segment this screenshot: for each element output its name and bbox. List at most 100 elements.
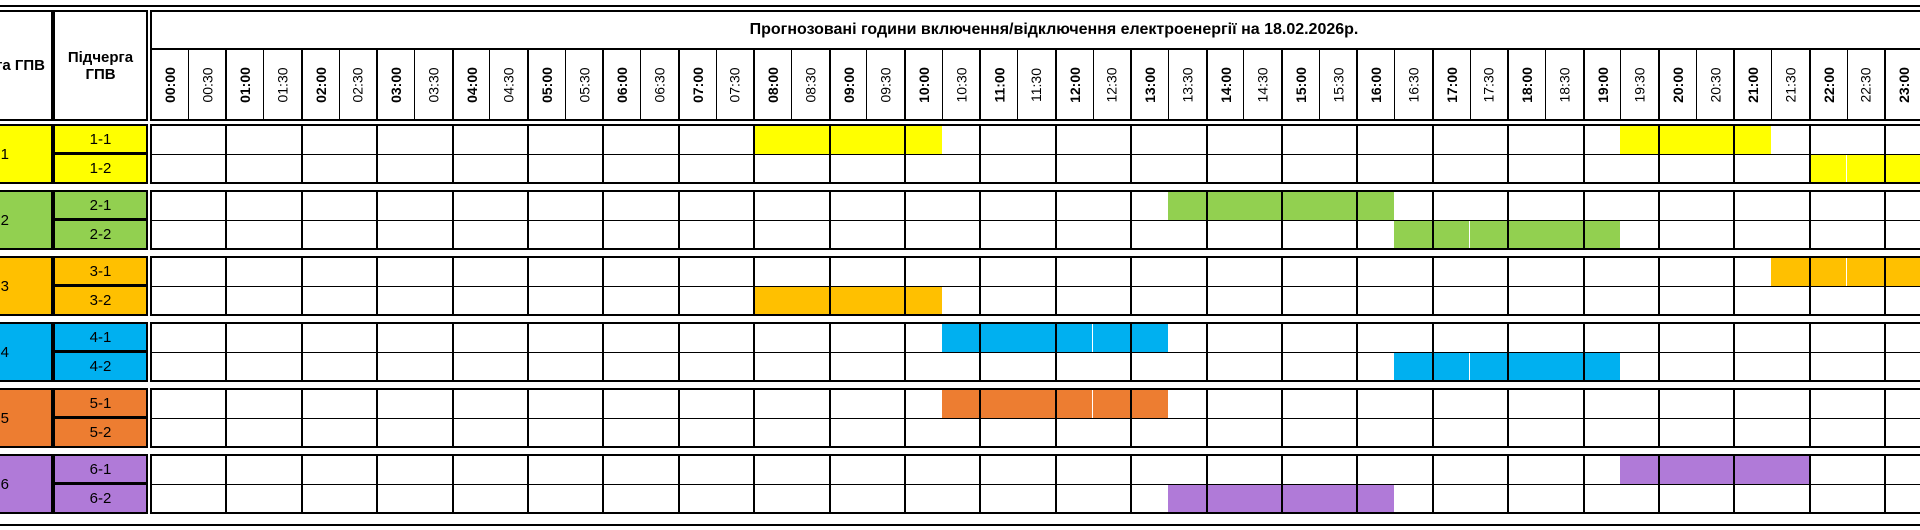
schedule-slot [1884,485,1920,512]
schedule-slot [300,155,339,182]
schedule-slot [1281,390,1319,418]
schedule-slot [1733,419,1771,446]
schedule-slot [300,456,339,484]
schedule-slot [716,258,754,286]
schedule-slot [1545,485,1583,512]
time-tick-label: 03:00 [388,67,405,103]
schedule-slot [753,221,791,248]
schedule-slot [791,485,829,512]
schedule-slot [1847,324,1885,352]
schedule-slot [1431,324,1470,352]
schedule-slot [225,287,263,314]
time-tick: 02:00 [300,50,339,120]
schedule-slot [904,390,942,418]
schedule-slot [677,419,716,446]
schedule-slot [1620,192,1658,220]
outage-slot [1544,221,1583,248]
schedule-slot [1658,353,1696,380]
time-tick-label: 21:00 [1745,67,1762,103]
schedule-row [150,154,1920,184]
schedule-slot [150,192,188,220]
outage-slot [1808,258,1847,286]
outage-slot [1356,485,1395,512]
schedule-slot [225,324,263,352]
schedule-slot [1243,419,1281,446]
schedule-slot [527,390,565,418]
time-tick-label: 22:30 [1857,67,1874,103]
schedule-slot [904,485,942,512]
schedule-slot [451,324,490,352]
schedule-slot [904,456,942,484]
schedule-slot [791,456,829,484]
schedule-slot [1620,419,1658,446]
schedule-slot [677,192,716,220]
schedule-slot [602,192,640,220]
schedule-slot [1582,287,1621,314]
time-tick: 14:00 [1205,50,1244,120]
outage-slot [1205,485,1244,512]
schedule-slot [677,258,716,286]
schedule-slot [339,155,377,182]
schedule-slot [1017,126,1055,154]
outage-slot [1054,390,1093,418]
schedule-slot [1658,485,1696,512]
schedule-slot [1205,390,1244,418]
schedule-slot [753,419,791,446]
time-tick: 06:00 [602,50,640,120]
schedule-slot [1243,155,1281,182]
subqueue-label-1-2: 1-2 [53,154,148,184]
schedule-slot [1696,485,1734,512]
schedule-title: Прогнозовані години включення/відключенн… [150,12,1920,48]
schedule-slot [1394,155,1432,182]
time-tick: 17:30 [1469,50,1508,120]
queue-label-3: 3 [0,256,53,316]
schedule-slot [1470,390,1508,418]
schedule-slot [1431,126,1470,154]
schedule-slot [150,221,188,248]
schedule-slot [1093,353,1131,380]
time-tick-label: 03:30 [425,67,442,103]
outage-slot [1243,192,1281,220]
schedule-slot [1507,390,1545,418]
time-tick-label: 16:30 [1405,67,1422,103]
outage-slot [1582,221,1621,248]
schedule-slot [225,419,263,446]
schedule-slot [376,353,414,380]
schedule-slot [339,324,377,352]
schedule-slot [1130,287,1168,314]
schedule-row [150,418,1920,448]
table-frame [0,5,1920,526]
schedule-slot [1130,126,1168,154]
schedule-slot [677,390,716,418]
schedule-slot [1771,287,1809,314]
schedule-slot [1281,287,1319,314]
schedule-slot [942,126,980,154]
outage-slot [1469,353,1508,380]
time-tick: 12:00 [1054,50,1093,120]
schedule-slot [150,287,188,314]
schedule-slot [1168,287,1206,314]
schedule-slot [753,353,791,380]
queue-header: Черга ГПВ [0,10,53,121]
schedule-slot [866,155,904,182]
time-tick: 03:30 [413,50,452,120]
time-tick: 11:30 [1017,50,1055,120]
schedule-slot [414,258,452,286]
schedule-row [150,124,1920,154]
schedule-slot [753,456,791,484]
schedule-slot [1130,353,1168,380]
time-tick-label: 00:00 [161,67,178,103]
schedule-slot [1394,258,1432,286]
schedule-slot [1545,419,1583,446]
schedule-slot [904,324,942,352]
schedule-slot [1093,287,1131,314]
time-tick: 02:30 [338,50,377,120]
subqueue-label-4-1: 4-1 [53,322,148,352]
schedule-slot [677,155,716,182]
schedule-slot [1168,155,1206,182]
schedule-slot [828,419,867,446]
schedule-slot [527,353,565,380]
schedule-slot [1281,155,1319,182]
schedule-slot [1130,221,1168,248]
schedule-slot [339,221,377,248]
